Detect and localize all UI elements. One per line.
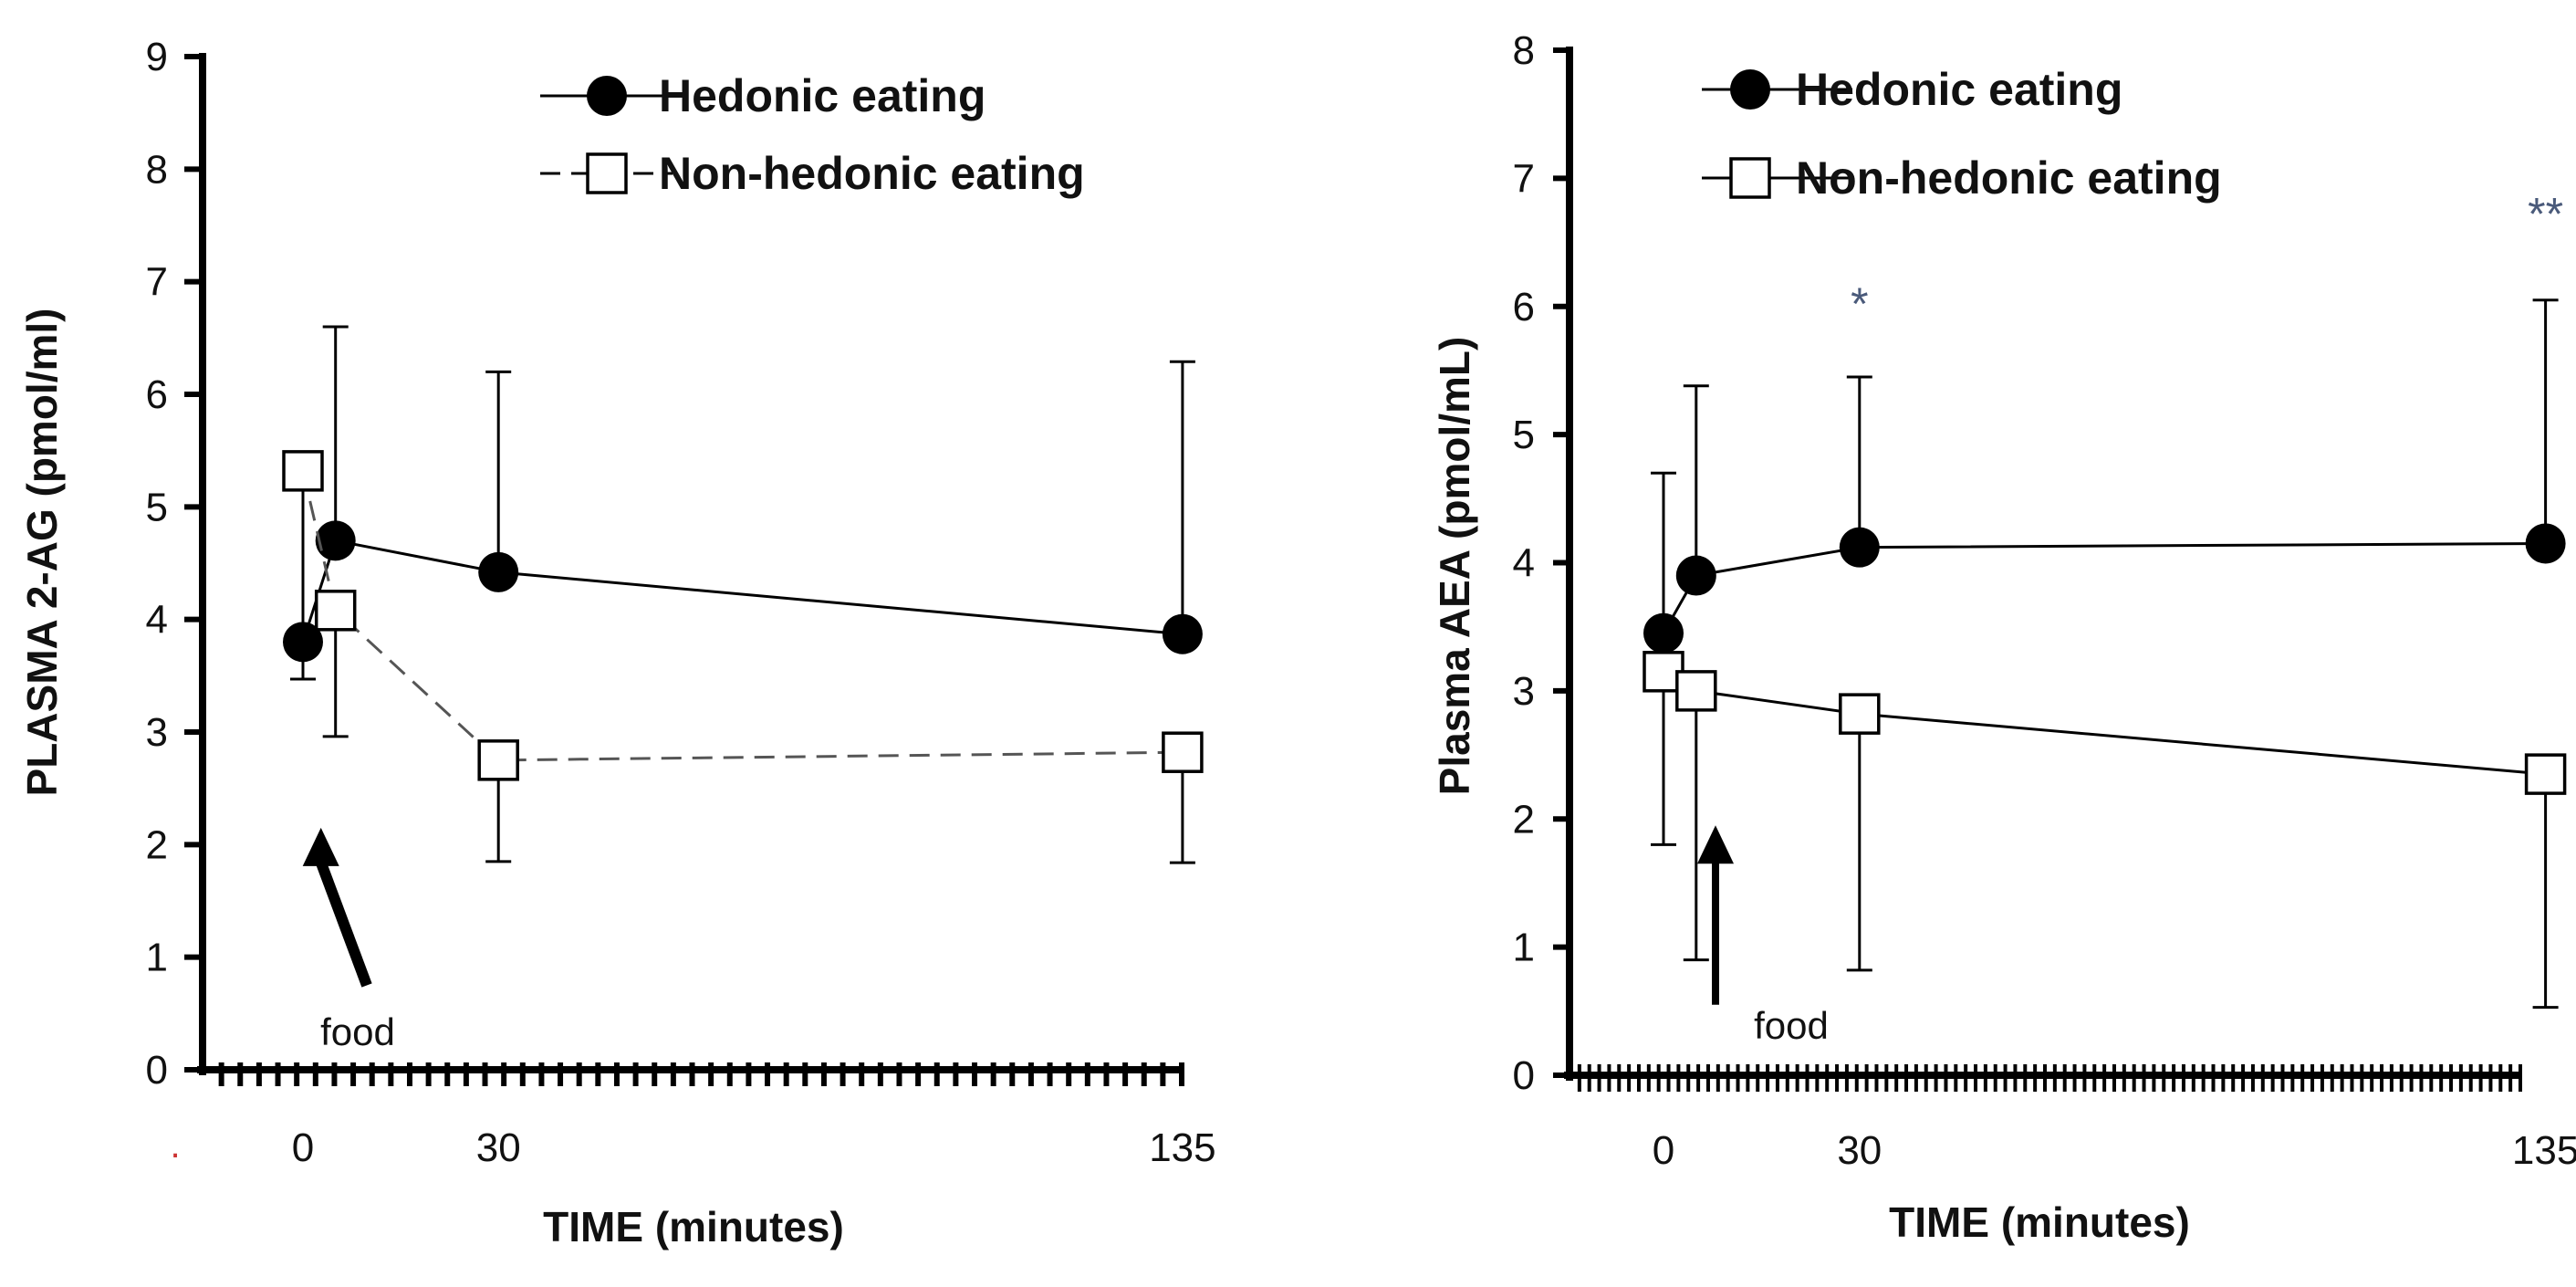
x-tick-label: 30	[1837, 1128, 1882, 1173]
y-tick-label: 0	[1513, 1053, 1535, 1098]
y-tick-label: 9	[146, 35, 168, 79]
stray-mark: .	[170, 1125, 180, 1166]
data-point-hedonic	[315, 520, 356, 561]
data-point-non-hedonic	[1675, 670, 1717, 712]
y-axis-title: Plasma AEA (pmol/mL)	[1431, 337, 1478, 796]
series-line-non-hedonic	[301, 470, 1183, 762]
y-tick-label: 2	[1513, 797, 1535, 842]
chart-plasma-2ag: 0 1 2 3 4 5 6 7 8 9 0 30 135 TIME (minutes) PLASMA 2-A…	[18, 35, 1216, 1250]
food-arrow-head	[302, 827, 339, 866]
x-axis-title: TIME (minutes)	[543, 1203, 844, 1250]
data-point-hedonic	[1643, 612, 1684, 654]
legend-marker-non-hedonic	[586, 152, 628, 194]
x-tick-label: 135	[2512, 1128, 2576, 1173]
legend-label: Non-hedonic eating	[659, 148, 1085, 199]
y-tick-label: 5	[146, 485, 168, 529]
legend-label: Hedonic eating	[1796, 64, 2122, 115]
food-label: food	[320, 1010, 395, 1053]
y-tick-label: 7	[1513, 156, 1535, 201]
data-point-non-hedonic	[282, 450, 324, 492]
legend-label: Hedonic eating	[659, 70, 986, 121]
legend-marker-hedonic	[1730, 69, 1770, 110]
legend-label: Non-hedonic eating	[1796, 152, 2222, 204]
legend-marker-hedonic	[587, 76, 627, 116]
data-point-hedonic	[478, 551, 519, 592]
data-point-non-hedonic	[314, 590, 357, 632]
legend-marker-non-hedonic	[1729, 157, 1771, 199]
y-tick-label: 4	[146, 598, 168, 643]
series-line-hedonic	[301, 539, 1184, 643]
significance-marker: *	[1851, 278, 1868, 330]
food-arrow-shaft	[316, 860, 372, 988]
data-point-hedonic	[2525, 523, 2566, 564]
y-tick-label: 0	[146, 1048, 168, 1093]
food-arrow-head	[1697, 825, 1734, 864]
series-line-hedonic	[1662, 541, 2546, 634]
y-tick-label: 5	[1513, 413, 1535, 457]
y-tick-label: 4	[1513, 541, 1535, 586]
y-tick-label: 7	[146, 260, 168, 305]
x-tick-label: 0	[292, 1125, 314, 1170]
y-tick-label: 1	[1513, 926, 1535, 970]
y-tick-label: 8	[1513, 28, 1535, 73]
x-axis-title: TIME (minutes)	[1889, 1198, 2190, 1246]
y-tick-label: 2	[146, 822, 168, 867]
x-tick-label: 30	[476, 1125, 521, 1170]
data-point-non-hedonic	[1839, 693, 1881, 735]
data-point-non-hedonic	[1162, 731, 1204, 773]
series-line-non-hedonic	[1663, 670, 2546, 776]
y-tick-label: 3	[1513, 669, 1535, 714]
y-axis-title: PLASMA 2-AG (pmol/ml)	[18, 309, 66, 797]
data-point-hedonic	[1675, 555, 1716, 596]
y-tick-label: 6	[1513, 285, 1535, 330]
significance-marker: **	[2528, 189, 2563, 240]
data-point-hedonic	[1162, 613, 1203, 654]
food-label: food	[1754, 1004, 1829, 1047]
data-point-non-hedonic	[2524, 753, 2567, 795]
y-tick-label: 1	[146, 936, 168, 980]
x-tick-label: 0	[1653, 1128, 1674, 1173]
y-tick-label: 3	[146, 710, 168, 755]
y-tick-label: 6	[146, 372, 168, 417]
chart-plasma-aea: 0 1 2 3 4 5 6 7 8 0 30 135 TIME (minutes) Plasma AEA …	[1431, 28, 2576, 1246]
data-point-hedonic	[1839, 527, 1880, 568]
y-tick-label: 8	[146, 147, 168, 192]
x-tick-label: 135	[1149, 1125, 1215, 1170]
data-point-non-hedonic	[477, 739, 519, 781]
